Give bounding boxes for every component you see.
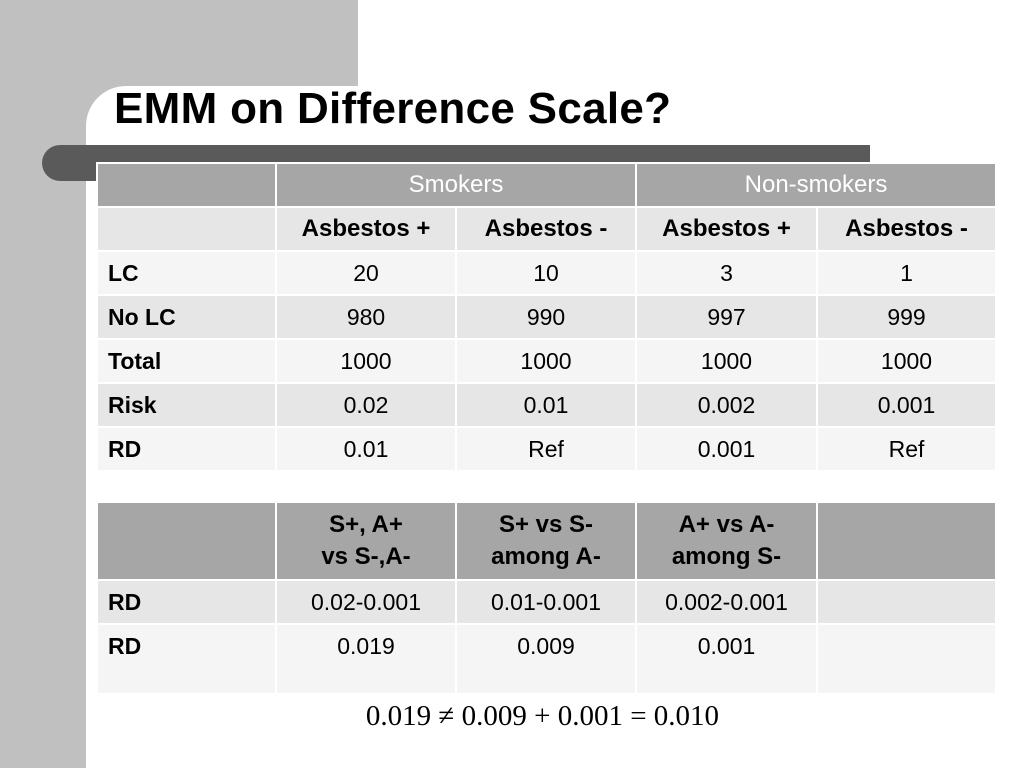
header-line: vs S-,A- [321,543,411,570]
table-cell: 0.001 [635,426,818,472]
header-cell-empty [96,501,277,581]
table-group-header-row: Smokers Non-smokers [96,162,997,208]
table-cell: 0.001 [635,623,818,695]
table-cell: 1000 [275,338,457,384]
header-cell: A+ vs A- among S- [635,501,818,581]
table-cell: 1000 [635,338,818,384]
table-cell: 0.002-0.001 [635,579,818,625]
table-cell: 0.001 [816,382,997,428]
header-line: A+ vs A- [678,511,775,538]
table-cell: 990 [455,294,637,340]
row-label: LC [96,250,277,296]
table-cell: 1 [816,250,997,296]
header-line: S+ vs S- [498,511,594,538]
table-row: RD 0.02-0.001 0.01-0.001 0.002-0.001 [96,579,997,625]
table-cell: 1000 [816,338,997,384]
table-cell: Ref [816,426,997,472]
table-cell: Ref [455,426,637,472]
table-header-row: S+, A+ vs S-,A- S+ vs S- among A- A+ vs … [96,501,997,581]
table-row: RD 0.01 Ref 0.001 Ref [96,426,997,472]
table-cell: 980 [275,294,457,340]
equation-text: 0.019 ≠ 0.009 + 0.001 = 0.010 [365,700,720,732]
header-cell-non-smokers: Non-smokers [635,162,997,208]
subheader-cell: Asbestos + [275,206,457,252]
header-cell-empty [96,162,277,208]
table-cell: 999 [816,294,997,340]
table-cell: 0.01-0.001 [455,579,637,625]
table-cell: 0.01 [455,382,637,428]
subheader-cell: Asbestos - [816,206,997,252]
table-cell: 10 [455,250,637,296]
subheader-cell: Asbestos + [635,206,818,252]
row-label: RD [96,426,277,472]
table-row: Risk 0.02 0.01 0.002 0.001 [96,382,997,428]
row-label: RD [96,623,277,695]
table-cell [816,579,997,625]
table-cell [816,623,997,695]
slide-title: EMM on Difference Scale? [114,84,672,133]
table-cell: 0.02-0.001 [275,579,457,625]
row-label: Total [96,338,277,384]
table-cell: 0.01 [275,426,457,472]
row-label: No LC [96,294,277,340]
table-row: Total 1000 1000 1000 1000 [96,338,997,384]
header-cell: S+, A+ vs S-,A- [275,501,457,581]
table-row: No LC 980 990 997 999 [96,294,997,340]
table-cell: 997 [635,294,818,340]
header-line: among A- [491,543,601,570]
subheader-cell: Asbestos - [455,206,637,252]
subheader-cell-empty [96,206,277,252]
header-cell-empty [816,501,997,581]
table-cell: 0.002 [635,382,818,428]
risk-difference-table: S+, A+ vs S-,A- S+ vs S- among A- A+ vs … [96,501,997,695]
table-cell: 0.019 [275,623,457,695]
table-row: RD 0.019 0.009 0.001 [96,623,997,695]
table-subheader-row: Asbestos + Asbestos - Asbestos + Asbesto… [96,206,997,252]
header-cell: S+ vs S- among A- [455,501,637,581]
table-cell: 0.009 [455,623,637,695]
header-cell-smokers: Smokers [275,162,637,208]
table-row: LC 20 10 3 1 [96,250,997,296]
table-cell: 3 [635,250,818,296]
header-line: S+, A+ [329,511,403,538]
risk-table: Smokers Non-smokers Asbestos + Asbestos … [96,162,997,472]
table-cell: 1000 [455,338,637,384]
header-line: among S- [671,543,782,570]
table-cell: 20 [275,250,457,296]
row-label: RD [96,579,277,625]
table-cell: 0.02 [275,382,457,428]
row-label: Risk [96,382,277,428]
